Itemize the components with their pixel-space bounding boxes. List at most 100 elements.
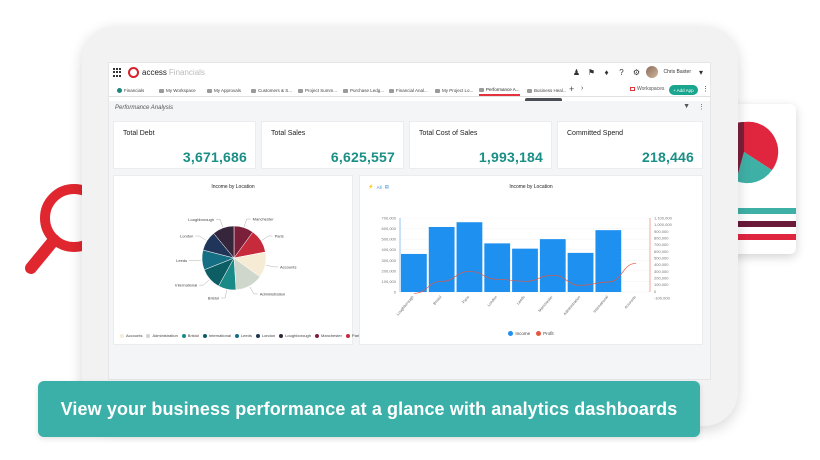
pie-slice[interactable] <box>213 225 235 259</box>
legend-item[interactable]: London <box>255 333 276 338</box>
bell-icon[interactable]: ♦ <box>604 67 609 77</box>
pie-slice-label: Leeds <box>176 258 187 263</box>
kpi-label: Total Debt <box>123 130 155 137</box>
settings-gear-icon[interactable]: ⚙ <box>632 67 641 77</box>
legend-label: Manchester <box>321 333 342 338</box>
legend-item[interactable]: Loughborough <box>279 333 311 338</box>
y-tick-label: 300,000 <box>382 258 397 263</box>
x-tick-label: Bristol <box>433 295 443 306</box>
chevron-right-icon[interactable]: › <box>581 85 584 92</box>
x-tick-label: Leeds <box>516 295 526 306</box>
pie-leader-line <box>221 290 227 299</box>
bar-income[interactable] <box>539 239 566 292</box>
legend-item[interactable]: Income <box>508 331 530 336</box>
chart-title: Income by Location <box>509 184 553 190</box>
tab-purchase-ledger[interactable]: Purchase Ledg... <box>343 85 384 96</box>
y-tick-label: 100,000 <box>382 279 397 284</box>
app-launcher-icon[interactable] <box>113 68 122 77</box>
more-options-icon[interactable]: ⋮ <box>702 86 709 93</box>
kpi-value: 218,446 <box>641 149 694 165</box>
x-tick-label: Loughborough <box>396 295 415 316</box>
banner-text: View your business performance at a glan… <box>60 398 678 419</box>
y2-tick-label: 900,000 <box>654 229 669 234</box>
y-tick-label: 600,000 <box>382 226 397 231</box>
legend-item[interactable]: Profit <box>536 331 554 336</box>
pie-leader-line <box>266 265 279 268</box>
legend-label: Loughborough <box>285 333 312 338</box>
brand-product: Financials <box>168 68 205 77</box>
legend-item[interactable]: Manchester <box>315 333 342 338</box>
folder-icon <box>389 88 394 93</box>
legend-label: London <box>261 333 276 338</box>
legend-swatch <box>345 333 350 338</box>
x-tick-label: International <box>593 295 610 314</box>
tab-project-summary[interactable]: Project Summ... <box>298 85 337 96</box>
workspaces-link[interactable]: Workspaces <box>630 86 664 92</box>
bar-income[interactable] <box>401 253 427 292</box>
kpi-label: Total Sales <box>271 130 306 137</box>
y2-tick-label: 600,000 <box>654 249 669 254</box>
chevron-down-icon[interactable]: ▾ <box>698 67 703 77</box>
bar-chart: 700,000600,000500,000400,000300,000200,0… <box>382 216 673 317</box>
help-icon[interactable]: ? <box>619 67 624 77</box>
user-name[interactable]: Chris Baxter <box>663 69 691 75</box>
bar-income[interactable] <box>428 226 455 292</box>
brand-logo: access Financials <box>128 67 205 78</box>
legend-item[interactable]: Leeds <box>234 333 252 338</box>
filter-icon[interactable]: ▼ <box>683 103 690 110</box>
y2-tick-label: 1,000,000 <box>654 222 673 227</box>
top-icons: ♟ ⚑ ♦ ? ⚙ Chris Baxter ▾ <box>571 66 706 78</box>
kpi-total-cost-of-sales[interactable]: Total Cost of Sales 1,993,184 <box>409 121 552 169</box>
legend-item[interactable]: Administration <box>146 333 178 338</box>
pie-leader-line <box>249 286 258 295</box>
bar-income[interactable] <box>456 222 483 292</box>
y2-tick-label: 100,000 <box>654 282 669 287</box>
add-tab-plus-icon[interactable]: + <box>569 84 575 94</box>
tab-strip: Financials My Workspace My Approvals Cus… <box>109 83 710 97</box>
legend-item[interactable]: Bristol <box>181 333 199 338</box>
y-tick-label: 0 <box>394 290 397 295</box>
filter-label: All <box>376 184 382 190</box>
kpi-total-debt[interactable]: Total Debt 3,671,686 <box>113 121 256 169</box>
kpi-committed-spend[interactable]: Committed Spend 218,446 <box>557 121 703 169</box>
bar-income[interactable] <box>512 248 538 292</box>
pie-leader-line <box>195 235 207 241</box>
legend-swatch <box>315 333 320 338</box>
series-line-profit[interactable] <box>413 262 637 294</box>
tab-my-project-log[interactable]: My Project Lo... <box>435 85 473 96</box>
pie-leader-line <box>199 279 210 286</box>
folder-icon <box>527 88 532 93</box>
pie-chart-panel: Income by Location Manchester Paris Accoun… <box>113 175 361 345</box>
tab-customers[interactable]: Customers & S... <box>251 85 292 96</box>
pie-slice-label: Accounts <box>280 264 296 269</box>
filter-control[interactable]: ⚡ All ▤ <box>368 184 389 190</box>
legend-label: Accounts <box>126 333 143 338</box>
tab-financials[interactable]: Financials <box>117 85 144 96</box>
tab-business-health[interactable]: Business Heal... <box>527 85 567 96</box>
kpi-total-sales[interactable]: Total Sales 6,625,557 <box>261 121 404 169</box>
pie-leader-line <box>244 218 251 227</box>
y2-tick-label: 700,000 <box>654 242 669 247</box>
more-options-icon[interactable]: ⋮ <box>698 104 705 111</box>
pie-slice-label: Bristol <box>208 296 219 301</box>
bar-income[interactable] <box>484 243 511 292</box>
folder-icon <box>207 88 212 93</box>
bar-income[interactable] <box>567 252 594 292</box>
pie-slice-label: International <box>175 283 197 288</box>
people-icon[interactable]: ♟ <box>572 67 581 77</box>
avatar[interactable] <box>646 66 659 78</box>
add-app-button[interactable]: + Add App <box>669 85 698 95</box>
tab-my-approvals[interactable]: My Approvals <box>207 85 241 96</box>
legend-item[interactable]: International <box>202 333 231 338</box>
folder-icon <box>630 86 635 91</box>
folder-icon <box>251 88 256 93</box>
kpi-value: 6,625,557 <box>330 149 395 165</box>
legend-item[interactable]: Paris <box>345 333 361 338</box>
megaphone-icon[interactable]: ⚑ <box>587 67 596 77</box>
tab-my-workspace[interactable]: My Workspace <box>159 85 196 96</box>
tab-financial-analysis[interactable]: Financial Anal... <box>389 85 428 96</box>
legend-item[interactable]: Accounts <box>120 333 142 338</box>
tab-performance-analysis[interactable]: Performance A... <box>479 85 520 96</box>
logo-ring-icon <box>128 67 139 78</box>
